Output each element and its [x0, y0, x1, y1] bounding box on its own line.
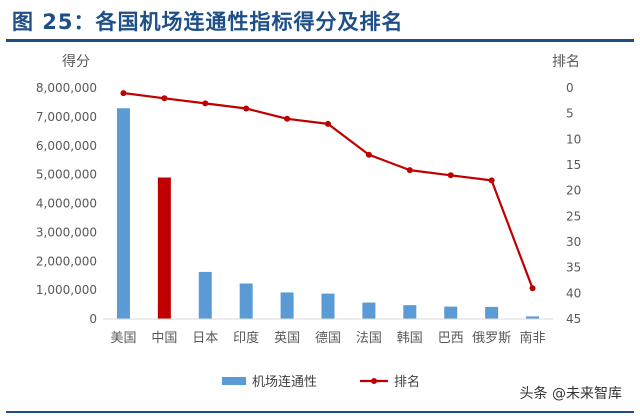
right-tick-label: 5	[566, 107, 574, 121]
left-axis-title: 得分	[62, 53, 90, 70]
right-tick-label: 15	[566, 158, 581, 172]
bar	[526, 316, 540, 319]
rank-point	[161, 95, 168, 102]
rank-point	[325, 120, 331, 127]
left-tick-label: 4,000,000	[36, 197, 97, 211]
category-label: 巴西	[438, 331, 464, 346]
right-tick-label: 0	[566, 81, 574, 95]
category-label: 德国	[315, 331, 341, 346]
left-tick-label: 3,000,000	[36, 225, 97, 239]
bar	[321, 293, 335, 319]
rank-point	[243, 105, 250, 112]
rank-point	[284, 115, 291, 122]
left-tick-label: 6,000,000	[36, 139, 97, 153]
right-tick-label: 35	[566, 261, 581, 275]
page-title: 图 25：各国机场连通性指标得分及排名	[12, 10, 404, 34]
rank-point	[365, 151, 372, 158]
bar	[198, 271, 212, 319]
right-axis-title: 排名	[552, 54, 580, 70]
right-axis: 0 5 10 15 20 25 30 35 40 45	[566, 81, 581, 326]
rank-point	[202, 100, 209, 107]
bar	[157, 177, 171, 319]
category-label: 日本	[192, 331, 218, 346]
right-tick-label: 30	[566, 235, 581, 249]
rank-point	[120, 90, 127, 97]
category-label: 南非	[520, 330, 546, 346]
left-tick-label: 1,000,000	[36, 283, 97, 297]
left-tick-label: 2,000,000	[36, 254, 97, 268]
right-tick-label: 10	[566, 132, 581, 146]
category-label: 美国	[110, 331, 136, 346]
category-label: 印度	[233, 330, 259, 346]
left-tick-label: 0	[89, 312, 97, 326]
rank-point	[488, 177, 495, 184]
category-label: 中国	[151, 331, 177, 346]
legend-bar-label: 机场连通性	[252, 374, 317, 390]
left-tick-label: 7,000,000	[36, 110, 97, 124]
rank-point	[529, 285, 536, 292]
bar	[116, 108, 130, 320]
bar	[444, 306, 458, 319]
watermark: 头条 @未来智库	[519, 386, 622, 402]
legend-bar-swatch	[222, 377, 246, 385]
bar	[403, 305, 417, 319]
rank-point	[447, 172, 454, 179]
category-label: 英国	[274, 331, 300, 346]
left-tick-label: 5,000,000	[36, 168, 97, 182]
category-labels: 美国 中国 日本 印度 英国 德国 法国 韩国 巴西 俄罗斯 南非	[110, 330, 545, 346]
legend-line-label: 排名	[394, 374, 420, 390]
legend-line-marker	[371, 378, 377, 384]
bar	[280, 292, 294, 319]
right-tick-label: 20	[566, 184, 581, 198]
left-tick-label: 8,000,000	[36, 81, 97, 95]
title-divider	[6, 39, 634, 42]
category-label: 法国	[356, 331, 382, 346]
bottom-divider	[6, 411, 634, 413]
rank-point	[406, 167, 413, 174]
category-label: 韩国	[397, 331, 423, 346]
bar	[362, 302, 376, 319]
bar-series	[116, 108, 540, 320]
rank-line-series	[120, 90, 536, 292]
legend: 机场连通性 排名	[222, 374, 420, 390]
right-tick-label: 45	[566, 312, 581, 326]
category-label: 俄罗斯	[472, 331, 511, 346]
bar	[485, 306, 499, 319]
left-axis: 0 1,000,000 2,000,000 3,000,000 4,000,000 5,0…	[36, 81, 97, 326]
right-tick-label: 40	[566, 286, 581, 300]
right-tick-label: 25	[566, 209, 581, 223]
bar	[239, 283, 253, 319]
